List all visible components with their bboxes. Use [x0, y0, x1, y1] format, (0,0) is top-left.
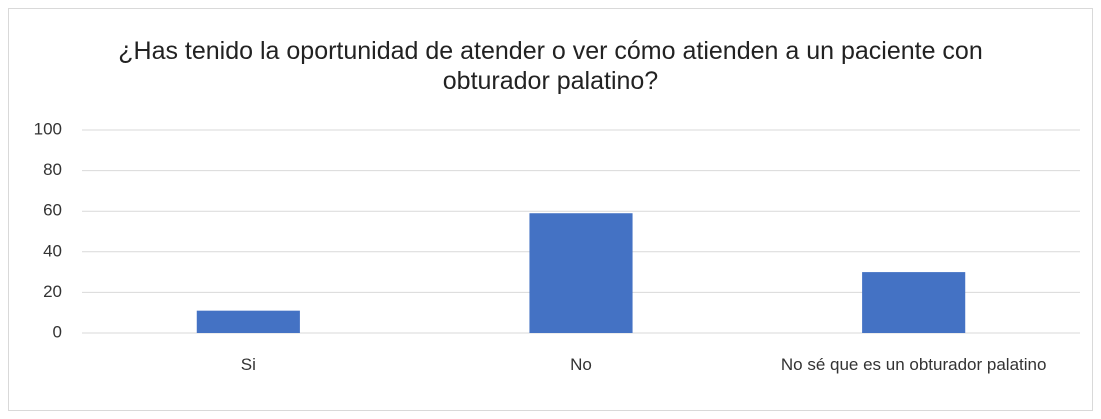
y-tick-label: 60: [43, 201, 62, 220]
y-tick-label: 0: [53, 322, 62, 341]
chart-title: ¿Has tenido la oportunidad de atender o …: [118, 37, 983, 95]
y-tick-label: 80: [43, 160, 62, 179]
bar: [196, 310, 300, 333]
chart-border: [8, 8, 1093, 411]
x-tick-label: No: [570, 355, 592, 374]
bar: [862, 272, 966, 333]
x-tick-label: Si: [240, 355, 256, 374]
y-tick-label: 40: [43, 241, 62, 260]
x-tick-label: No sé que es un obturador palatino: [780, 355, 1047, 374]
bar: [529, 213, 633, 333]
y-tick-label: 100: [34, 119, 62, 138]
y-tick-label: 20: [43, 282, 62, 301]
